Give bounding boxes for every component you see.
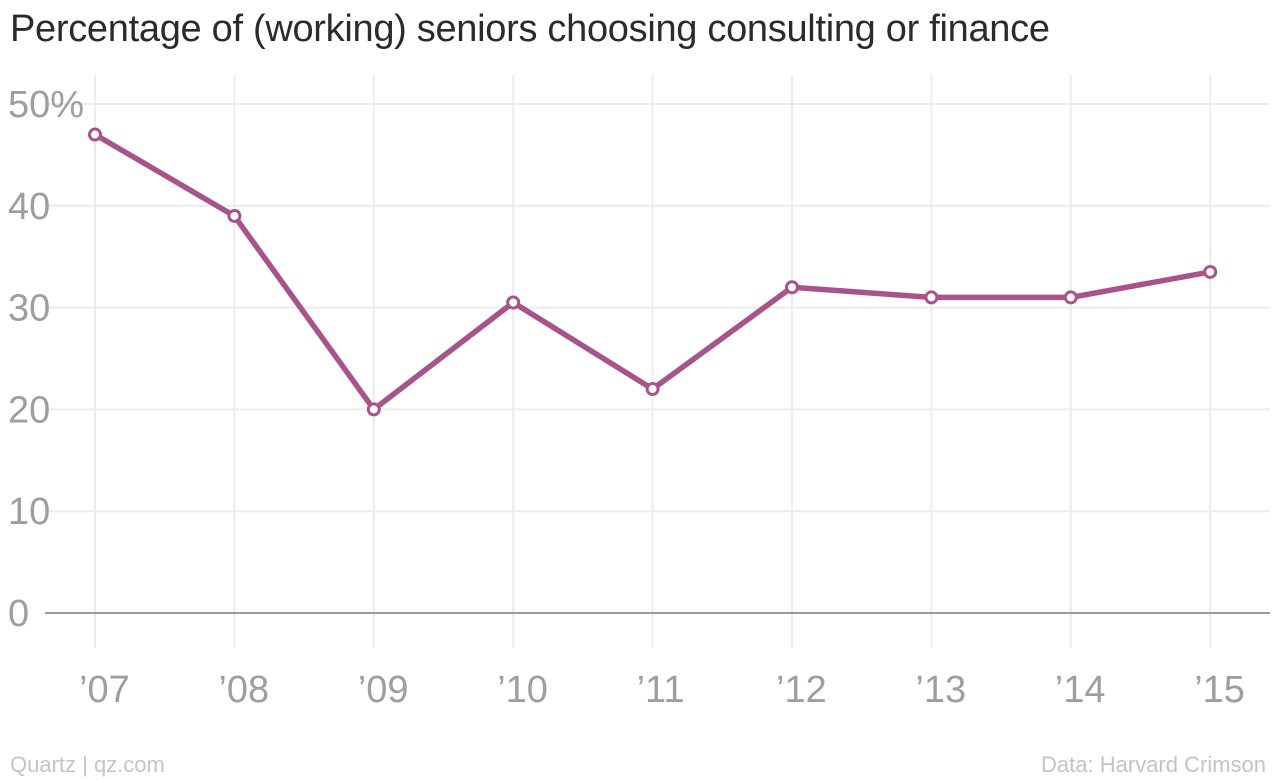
y-tick-label: 20 — [8, 389, 50, 431]
x-tick-label: ’09 — [358, 669, 409, 711]
x-axis-ticks: ’07 ’08 ’09 ’10 ’11 ’12 ’13 ’14 ’15 — [79, 669, 1245, 711]
data-point — [645, 382, 660, 397]
data-point — [366, 402, 381, 417]
data-point — [924, 290, 939, 305]
y-tick-label: 30 — [8, 288, 50, 330]
y-tick-label: 50% — [8, 84, 84, 126]
x-tick-label: ’14 — [1055, 669, 1106, 711]
y-tick-label: 40 — [8, 186, 50, 228]
y-axis-ticks: 0 10 20 30 40 50% — [8, 84, 84, 635]
data-point — [227, 208, 242, 223]
x-tick-label: ’07 — [79, 669, 130, 711]
y-tick-label: 0 — [8, 593, 29, 635]
data-point — [785, 280, 799, 295]
chart-title: Percentage of (working) seniors choosing… — [10, 8, 1050, 50]
footer-source-right: Data: Harvard Crimson — [1041, 752, 1266, 777]
x-tick-label: ’10 — [497, 669, 548, 711]
data-points — [88, 127, 1218, 417]
data-point — [88, 127, 102, 142]
data-point — [506, 295, 521, 310]
gridlines — [45, 75, 1270, 648]
x-tick-label: ’12 — [776, 669, 827, 711]
x-tick-label: ’13 — [915, 669, 966, 711]
x-tick-label: ’08 — [218, 669, 269, 711]
x-tick-label: ’15 — [1194, 669, 1245, 711]
y-tick-label: 10 — [8, 491, 50, 533]
footer-source-left: Quartz | qz.com — [10, 752, 165, 777]
data-point — [1063, 290, 1078, 305]
x-tick-label: ’11 — [637, 669, 685, 711]
data-point — [1203, 264, 1218, 279]
